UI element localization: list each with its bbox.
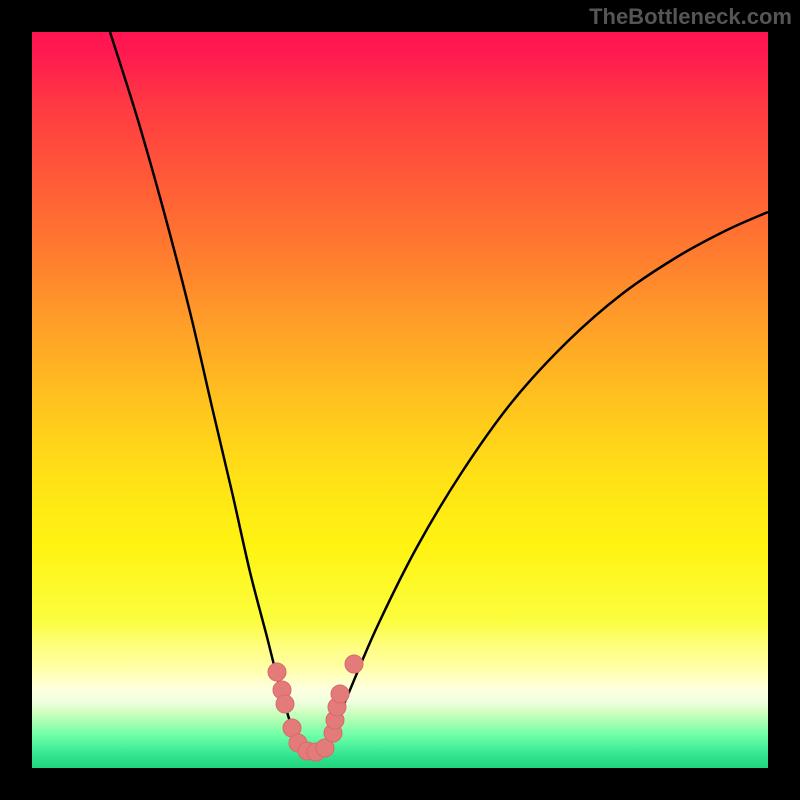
data-marker: [268, 663, 286, 681]
plot-background: [32, 32, 768, 768]
data-marker: [331, 685, 349, 703]
data-marker: [345, 655, 363, 673]
watermark-text: TheBottleneck.com: [589, 4, 792, 30]
bottleneck-chart: [32, 32, 768, 768]
data-marker: [276, 695, 294, 713]
